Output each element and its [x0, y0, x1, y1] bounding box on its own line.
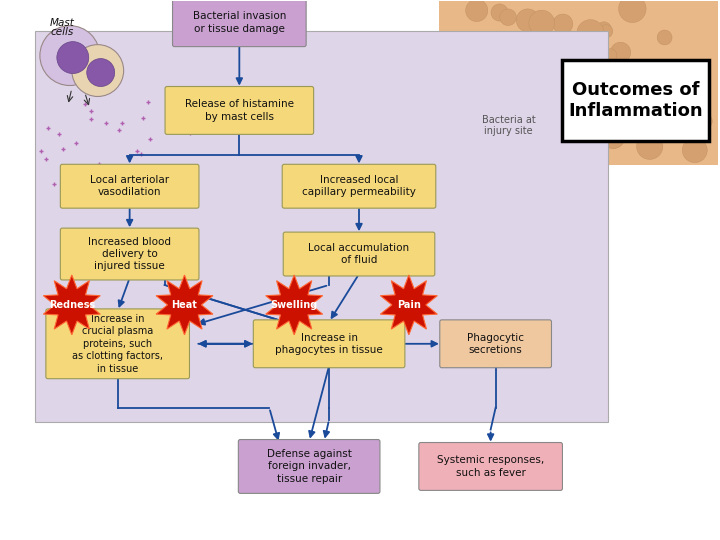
Text: cells: cells [50, 26, 73, 37]
Text: Pain: Pain [397, 300, 420, 310]
Circle shape [553, 14, 573, 34]
Text: Release of histamine
by mast cells: Release of histamine by mast cells [185, 99, 294, 122]
FancyBboxPatch shape [419, 442, 562, 490]
Circle shape [636, 133, 663, 159]
Circle shape [531, 37, 552, 58]
Circle shape [657, 30, 672, 45]
Text: Local accumulation
of fluid: Local accumulation of fluid [308, 243, 410, 265]
Circle shape [57, 42, 89, 73]
Circle shape [578, 64, 590, 76]
FancyBboxPatch shape [562, 59, 709, 141]
Text: Bacterial invasion
or tissue damage: Bacterial invasion or tissue damage [193, 11, 286, 34]
FancyBboxPatch shape [253, 320, 405, 368]
Text: Outcomes of
Inflammation: Outcomes of Inflammation [568, 81, 703, 120]
Circle shape [611, 42, 631, 63]
Text: Increase in
phagocytes in tissue: Increase in phagocytes in tissue [275, 333, 383, 355]
FancyBboxPatch shape [438, 1, 718, 165]
Circle shape [550, 38, 572, 60]
FancyBboxPatch shape [46, 309, 189, 379]
Text: Systemic responses,
such as fever: Systemic responses, such as fever [437, 455, 544, 478]
Circle shape [479, 119, 492, 132]
Circle shape [40, 26, 100, 85]
Circle shape [501, 55, 526, 79]
Circle shape [517, 69, 544, 95]
Circle shape [597, 22, 611, 36]
Circle shape [534, 136, 558, 160]
Circle shape [597, 137, 611, 150]
Circle shape [478, 132, 503, 157]
Text: Redness: Redness [49, 300, 95, 310]
FancyBboxPatch shape [173, 0, 306, 46]
Text: Heat: Heat [171, 300, 197, 310]
Text: Histamine: Histamine [78, 170, 131, 180]
Circle shape [516, 9, 539, 32]
Circle shape [604, 129, 624, 148]
Circle shape [486, 41, 506, 62]
Polygon shape [266, 275, 323, 335]
Circle shape [72, 45, 124, 97]
FancyBboxPatch shape [282, 164, 436, 208]
Text: Defense against
foreign invader,
tissue repair: Defense against foreign invader, tissue … [266, 449, 351, 484]
Text: Local arteriolar
vasodilation: Local arteriolar vasodilation [90, 175, 169, 198]
FancyBboxPatch shape [440, 320, 552, 368]
Circle shape [438, 116, 462, 139]
Circle shape [697, 114, 712, 129]
Circle shape [559, 116, 575, 131]
Circle shape [631, 114, 644, 127]
Circle shape [487, 129, 508, 150]
Circle shape [86, 58, 114, 86]
Text: Increased local
capillary permeability: Increased local capillary permeability [302, 175, 416, 198]
Circle shape [537, 33, 562, 59]
Circle shape [476, 40, 494, 58]
Polygon shape [156, 275, 213, 335]
FancyBboxPatch shape [165, 86, 314, 134]
Text: Increase in
crucial plasma
proteins, such
as clotting factors,
in tissue: Increase in crucial plasma proteins, suc… [72, 314, 163, 374]
Text: Swelling: Swelling [271, 300, 318, 310]
FancyBboxPatch shape [238, 440, 380, 494]
FancyBboxPatch shape [283, 232, 435, 276]
Text: Bacteria at
injury site: Bacteria at injury site [482, 114, 536, 136]
Circle shape [518, 43, 541, 66]
Polygon shape [380, 275, 437, 335]
Circle shape [466, 0, 487, 22]
Circle shape [600, 25, 613, 38]
FancyBboxPatch shape [60, 164, 199, 208]
FancyBboxPatch shape [60, 228, 199, 280]
Polygon shape [43, 275, 100, 335]
Circle shape [604, 49, 617, 62]
Circle shape [600, 124, 626, 149]
Text: Phagocytic
secretions: Phagocytic secretions [467, 333, 524, 355]
FancyBboxPatch shape [35, 31, 608, 422]
Circle shape [576, 88, 588, 100]
Circle shape [491, 4, 508, 21]
Circle shape [683, 138, 707, 163]
Circle shape [618, 0, 646, 23]
Circle shape [585, 111, 604, 131]
Circle shape [468, 100, 492, 125]
Circle shape [449, 134, 466, 150]
Circle shape [577, 19, 604, 47]
Circle shape [500, 9, 516, 25]
Text: Mast: Mast [50, 18, 74, 28]
Text: Increased blood
delivery to
injured tissue: Increased blood delivery to injured tiss… [88, 237, 171, 272]
Circle shape [528, 10, 554, 36]
Circle shape [453, 125, 474, 146]
